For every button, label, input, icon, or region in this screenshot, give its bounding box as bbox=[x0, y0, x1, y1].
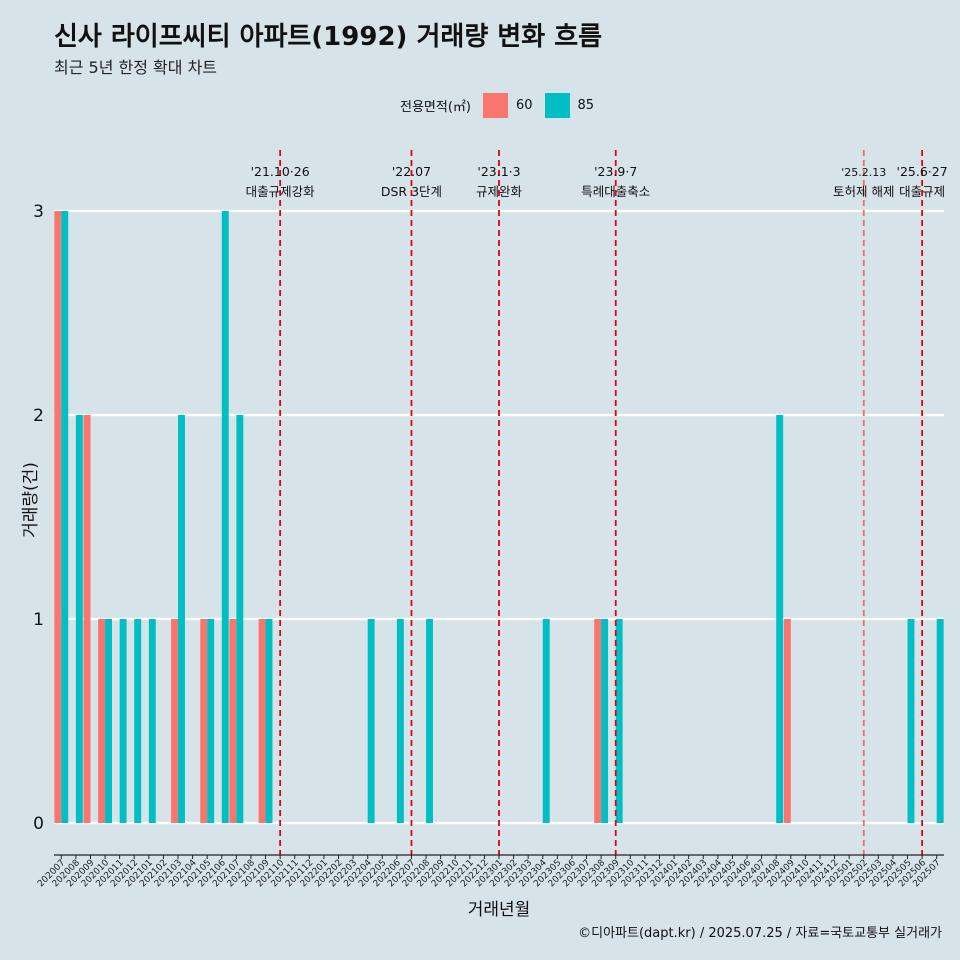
bar-202309-85 bbox=[615, 619, 623, 823]
bar-202308-60 bbox=[594, 619, 602, 823]
bar-202208-85 bbox=[426, 619, 433, 823]
legend-item-60: 60 bbox=[482, 93, 533, 118]
bar-202106-85 bbox=[221, 211, 229, 823]
bar-202107-60 bbox=[229, 619, 237, 823]
y-tick-label-1: 1 bbox=[33, 610, 44, 630]
bar-202009-60 bbox=[83, 415, 91, 823]
y-tick-label-2: 2 bbox=[33, 406, 44, 426]
bar-202007-85 bbox=[61, 211, 69, 823]
legend-swatch-60 bbox=[482, 93, 508, 118]
event-date-202502: '25.2.13 bbox=[841, 166, 886, 179]
event-label-202207: DSR 3단계 bbox=[381, 184, 442, 199]
legend-label-60: 60 bbox=[515, 98, 533, 113]
bar-202101-85 bbox=[148, 619, 156, 823]
bar-202507-85 bbox=[936, 619, 944, 823]
event-label-202502: 토허제 해제 bbox=[833, 184, 894, 199]
event-date-202207: '22.07 bbox=[392, 164, 431, 179]
bar-202304-85 bbox=[542, 619, 550, 823]
bar-202107-85 bbox=[236, 415, 244, 823]
bar-202011-85 bbox=[119, 619, 127, 823]
y-tick-label-0: 0 bbox=[33, 814, 44, 834]
bar-202409-60 bbox=[783, 619, 791, 823]
legend-label-85: 85 bbox=[577, 98, 595, 113]
y-tick-label-3: 3 bbox=[33, 202, 44, 222]
legend-item-85: 85 bbox=[544, 93, 595, 118]
bar-202109-85 bbox=[265, 619, 273, 823]
bar-202010-85 bbox=[105, 619, 112, 823]
bar-202012-85 bbox=[134, 619, 142, 823]
bar-202109-60 bbox=[258, 619, 266, 823]
x-axis-title: 거래년월 bbox=[468, 900, 531, 920]
bar-202505-85 bbox=[907, 619, 915, 823]
legend: 전용면적(㎡) 60 85 bbox=[400, 93, 594, 118]
source-caption: ©디아파트(dapt.kr) / 2025.07.25 / 자료=국토교통부 실… bbox=[578, 926, 942, 941]
bar-202105-85 bbox=[207, 619, 215, 823]
event-date-202110: '21.10·26 bbox=[251, 164, 310, 179]
bar-202308-85 bbox=[601, 619, 609, 823]
chart-subtitle: 최근 5년 한정 확대 차트 bbox=[54, 58, 218, 77]
event-label-202110: 대출규제강화 bbox=[246, 184, 316, 199]
event-date-202506: '25.6·27 bbox=[897, 164, 948, 179]
bar-202408-85 bbox=[776, 415, 784, 823]
bar-202206-85 bbox=[396, 619, 404, 823]
bar-202008-85 bbox=[75, 415, 83, 823]
event-label-202506: 대출규제 bbox=[899, 184, 945, 199]
bar-202103-85 bbox=[178, 415, 185, 823]
event-label-202309: 특례대출축소 bbox=[581, 184, 650, 199]
bar-202007-60 bbox=[54, 211, 62, 823]
legend-swatch-85 bbox=[544, 93, 570, 118]
event-date-202301: '23.1·3 bbox=[477, 164, 520, 179]
event-date-202309: '23.9·7 bbox=[594, 164, 637, 179]
bar-202204-85 bbox=[367, 619, 375, 823]
event-label-202301: 규제완화 bbox=[476, 184, 523, 199]
chart-title: 신사 라이프씨티 아파트(1992) 거래량 변화 흐름 bbox=[54, 22, 603, 52]
bar-202103-60 bbox=[171, 619, 179, 823]
bar-202105-60 bbox=[200, 619, 208, 823]
legend-title: 전용면적(㎡) bbox=[400, 100, 471, 115]
y-axis-title: 거래량(건) bbox=[21, 462, 41, 538]
bar-202010-60 bbox=[98, 619, 106, 823]
